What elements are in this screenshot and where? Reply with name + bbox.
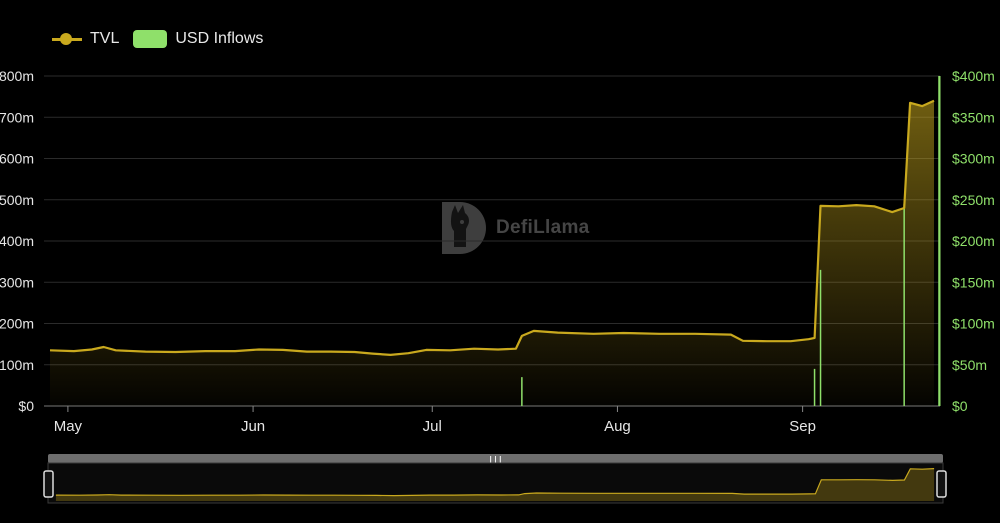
left-axis-tick-label: $0	[18, 398, 34, 414]
left-axis-tick-label: 100m	[0, 357, 34, 373]
tvl-area	[50, 100, 934, 407]
tvl-line	[49, 99, 935, 356]
right-axis-tick-label: $400m	[952, 68, 995, 84]
right-axis-tick-label: $0	[952, 398, 968, 414]
x-axis-tick-label: Aug	[604, 418, 631, 435]
left-axis-tick-label: 200m	[0, 316, 34, 332]
right-axis-tick-label: $300m	[952, 151, 995, 167]
tvl-line-layer	[49, 99, 935, 356]
left-y-axis: $0 100m 200m 300m 400m 500m 600m 700m 800m	[0, 68, 34, 414]
legend-label-usd-inflows: USD Inflows	[175, 30, 264, 47]
right-axis-tick-label: $200m	[952, 233, 995, 249]
range-slider-right-handle[interactable]	[936, 470, 947, 498]
right-y-axis: $0 $50m $100m $150m $200m $250m $300m $350m $400…	[939, 68, 995, 414]
range-slider-preview	[55, 468, 935, 501]
range-slider-left-handle[interactable]	[43, 470, 54, 498]
left-axis-tick-label: 300m	[0, 274, 34, 290]
range-slider-preview-line	[55, 468, 935, 497]
right-axis-tick-label: $350m	[952, 109, 995, 125]
left-axis-tick-label: 800m	[0, 68, 34, 84]
tvl-area-fill	[50, 100, 934, 407]
left-axis-tick-label: 700m	[0, 109, 34, 125]
tvl-legend-icon	[52, 32, 82, 46]
right-axis-tick-label: $250m	[952, 192, 995, 208]
range-slider-bar[interactable]	[48, 454, 943, 463]
usd-inflow-bar	[521, 377, 523, 406]
usd-inflows-legend-icon	[133, 30, 168, 48]
x-axis-tick-label: Jun	[241, 418, 265, 435]
range-slider-grip-icon[interactable]: |||	[488, 455, 502, 464]
usd-inflow-bar	[813, 368, 816, 406]
x-axis-tick-label: Jul	[423, 418, 442, 435]
watermark-text: DefiLlama	[496, 217, 590, 238]
usd-inflows-bars	[521, 76, 940, 406]
usd-inflow-bar	[938, 76, 940, 406]
range-slider[interactable]: |||	[43, 454, 947, 504]
right-axis-tick-label: $150m	[952, 274, 995, 290]
left-axis-tick-label: 400m	[0, 233, 34, 249]
legend-label-tvl: TVL	[90, 30, 120, 47]
chart-legend: TVL USD Inflows	[52, 28, 263, 50]
right-axis-tick-label: $50m	[952, 357, 987, 373]
x-axis: May Jun Jul Aug Sep	[54, 406, 816, 435]
x-axis-tick-label: May	[54, 418, 83, 435]
legend-item-tvl[interactable]: TVL	[52, 30, 119, 48]
left-axis-tick-label: 500m	[0, 192, 34, 208]
left-axis-tick-label: 600m	[0, 151, 34, 167]
range-slider-preview-area	[55, 468, 935, 501]
x-axis-tick-label: Sep	[789, 418, 816, 435]
usd-inflow-bar	[819, 269, 822, 406]
legend-item-usd-inflows[interactable]: USD Inflows	[133, 30, 263, 48]
right-axis-tick-label: $100m	[952, 316, 995, 332]
usd-inflow-bar	[903, 203, 905, 406]
